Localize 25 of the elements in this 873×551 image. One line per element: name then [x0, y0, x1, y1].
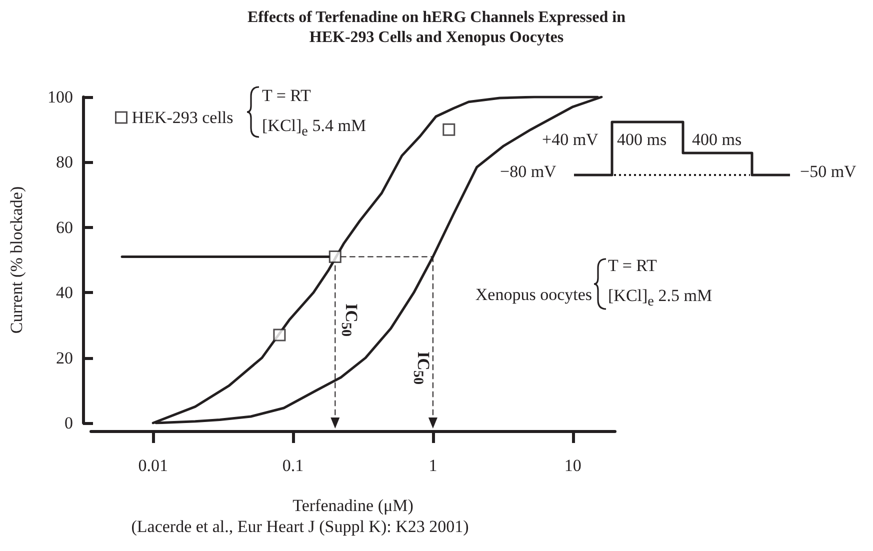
text: (Lacerde et al., Eur Heart J (Suppl K): K23 2001) [130, 517, 470, 537]
annotation: −80 mV [500, 162, 556, 182]
y-tick-label: 20 [56, 348, 73, 368]
x-tick-label: 10 [564, 456, 582, 475]
text: 400 ms [617, 130, 667, 150]
annotation: [KCl]$_{e}$ 5.4 mM [262, 116, 366, 140]
x-tick-label: 1 [428, 456, 438, 475]
y-tick-label: 60 [56, 218, 73, 237]
y-tick-label: 100 [48, 88, 73, 106]
annotation: [KCl]$_{e}$ 2.5 mM [608, 286, 712, 310]
annotation: T = RT [608, 256, 657, 276]
chart-title: Effects of Terfenadine on hERG Channels Expressed in HEK-293 Cells and Xenopus Oocytes [246, 8, 626, 48]
x-tick-label: 0.1 [282, 456, 304, 475]
text: 400 ms [692, 130, 742, 150]
x-tick-label: 0.01 [138, 456, 168, 475]
y-tick-label: 40 [56, 283, 73, 302]
x-axis-title: Terfenadine (μM) [292, 496, 414, 515]
legend-label: HEK-293 cells [132, 108, 234, 127]
annotation: Xenopus oocytes [475, 285, 592, 305]
text: −50 mV [800, 162, 856, 182]
annotation: T = RT [262, 86, 311, 106]
y-tick-label: 80 [56, 152, 73, 172]
y-axis-title: Current (% blockade) [7, 186, 26, 334]
y-tick-label: 0 [64, 414, 73, 432]
annotation: +40 mV [542, 130, 598, 150]
